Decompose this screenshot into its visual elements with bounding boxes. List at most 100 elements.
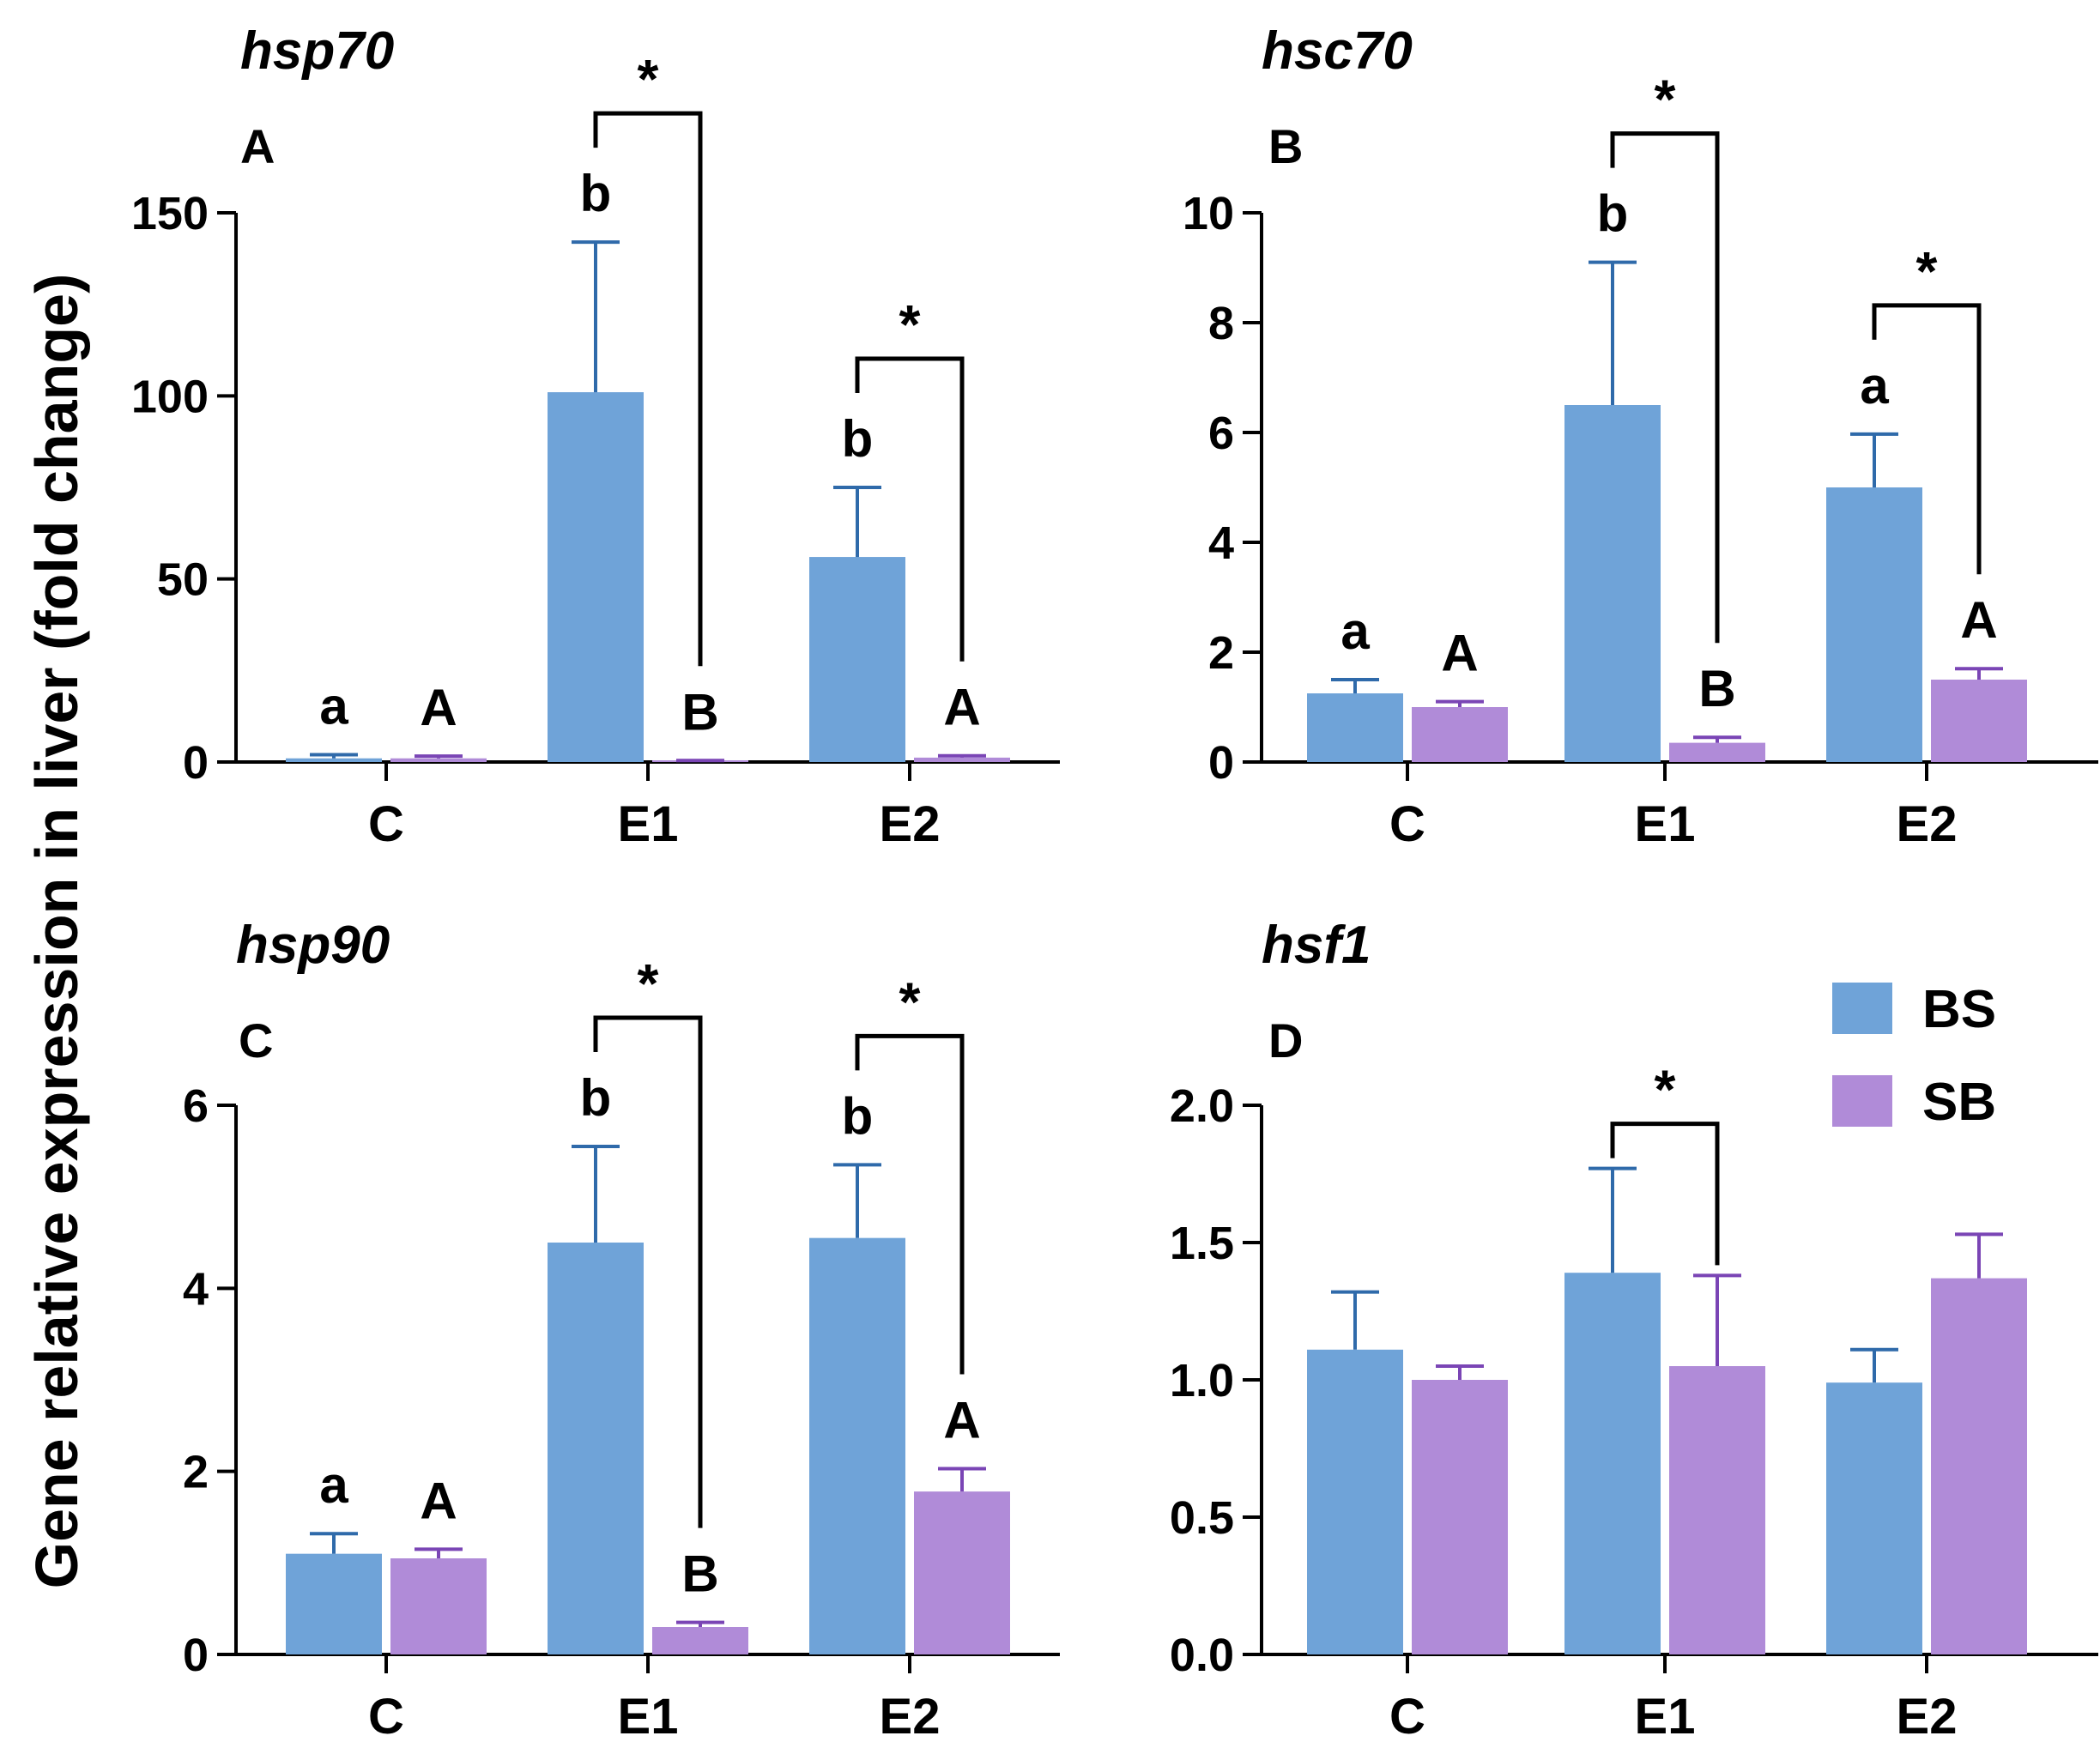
bar-sb [652,1627,748,1654]
x-tick-label: C [368,1689,404,1745]
panel-b: hsc70 B 0 2 4 6 8 10 C E1 E2 a b a A B A * * [1183,21,2098,852]
bar-bs [548,1243,644,1654]
legend-swatch-sb [1832,1075,1892,1127]
gene-title: hsp90 [236,916,390,975]
significance-star: * [1655,1059,1676,1121]
significance-letter: b [580,165,612,222]
y-tick-label: 10 [1183,188,1234,239]
panel-letter: D [1268,1013,1303,1067]
x-tick-label: C [1389,1689,1425,1745]
significance-letter: a [1860,357,1889,414]
gene-title: hsc70 [1262,21,1413,81]
legend: BS SB [1832,980,1996,1132]
significance-letter: b [842,410,874,468]
significance-letter: A [943,1391,980,1449]
x-tick-label: C [1389,796,1425,852]
bar-bs [1564,1273,1661,1654]
y-tick-label: 0 [183,1630,209,1681]
bar-bs [1307,693,1403,762]
significance-star: * [638,48,659,110]
panel-a: hsp70 A 0 50 100 150 C E1 E2 a b b A B A * * [131,21,1060,852]
y-tick-label: 1.5 [1170,1218,1234,1269]
y-axis-label: Gene relative expression in liver (fold … [23,274,90,1589]
x-tick-label: E2 [1897,1689,1958,1745]
comparison-bracket [855,356,965,662]
comparison-bracket [1610,131,1720,644]
bar-sb [1412,707,1508,762]
y-tick-label: 2 [183,1447,209,1498]
significance-letter: a [319,677,348,735]
bar-sb [914,1491,1010,1654]
significance-star: * [638,953,659,1014]
bar-sb [1669,1366,1765,1654]
gene-title: hsp70 [240,21,394,81]
significance-letter: A [420,1472,457,1529]
bar-bs [809,1237,905,1654]
x-tick-label: E1 [618,796,679,852]
significance-letter: A [420,679,457,736]
x-tick-label: E2 [880,796,941,852]
legend-label: SB [1922,1073,1996,1132]
significance-letter: a [319,1456,348,1514]
y-tick-label: 2.0 [1170,1080,1234,1132]
y-tick-label: 0 [1208,737,1234,789]
bar-sb [914,757,1010,762]
legend-swatch-bs [1832,983,1892,1034]
y-tick-label: 0.5 [1170,1492,1234,1544]
bar-bs [1307,1349,1403,1654]
comparison-bracket [1610,1122,1720,1266]
bar-sb [1412,1380,1508,1654]
x-tick-label: C [368,796,404,852]
bar-bs [286,1553,382,1654]
significance-letter: A [1441,625,1478,682]
y-tick-label: 4 [1208,517,1234,569]
significance-letter: B [681,683,718,741]
panel-letter: B [1268,119,1303,173]
significance-letter: b [842,1087,874,1145]
bar-sb [390,758,487,762]
comparison-bracket [855,1033,965,1375]
bar-sb [1669,742,1765,762]
panel-letter: A [240,119,275,173]
bar-bs [809,557,905,762]
y-tick-label: 50 [157,554,209,606]
bar-bs [286,758,382,762]
significance-letter: A [943,679,980,736]
y-tick-label: 1.0 [1170,1355,1234,1406]
bar-sb [1931,680,2027,762]
significance-star: * [1916,240,1938,302]
bar-sb [1931,1278,2027,1654]
comparison-bracket [593,111,703,667]
bar-bs [1826,487,1922,762]
panel-letter: C [239,1013,273,1067]
bar-bs [1826,1382,1922,1654]
legend-label: BS [1922,980,1996,1039]
significance-star: * [899,971,921,1032]
x-tick-label: E1 [1635,1689,1696,1745]
y-tick-label: 150 [131,188,209,239]
significance-letter: B [1698,660,1735,717]
y-tick-label: 0 [183,737,209,789]
y-tick-label: 0.0 [1170,1630,1234,1681]
y-tick-label: 100 [131,371,209,422]
significance-letter: A [1960,591,1997,649]
bar-bs [548,392,644,762]
significance-letter: b [580,1069,612,1127]
comparison-bracket [1872,303,1982,575]
significance-letter: b [1597,185,1629,243]
significance-letter: a [1340,602,1370,660]
bar-sb [390,1558,487,1654]
x-tick-label: E2 [1897,796,1958,852]
y-tick-label: 2 [1208,627,1234,679]
x-tick-label: E1 [1635,796,1696,852]
gene-title: hsf1 [1262,916,1371,975]
panel-d: hsf1 D 0.0 0.5 1.0 1.5 2.0 C E1 E2 * [1170,916,2098,1745]
x-tick-label: E1 [618,1689,679,1745]
bar-bs [1564,405,1661,762]
y-tick-label: 8 [1208,298,1234,349]
y-tick-label: 6 [183,1080,209,1132]
comparison-bracket [593,1015,703,1528]
